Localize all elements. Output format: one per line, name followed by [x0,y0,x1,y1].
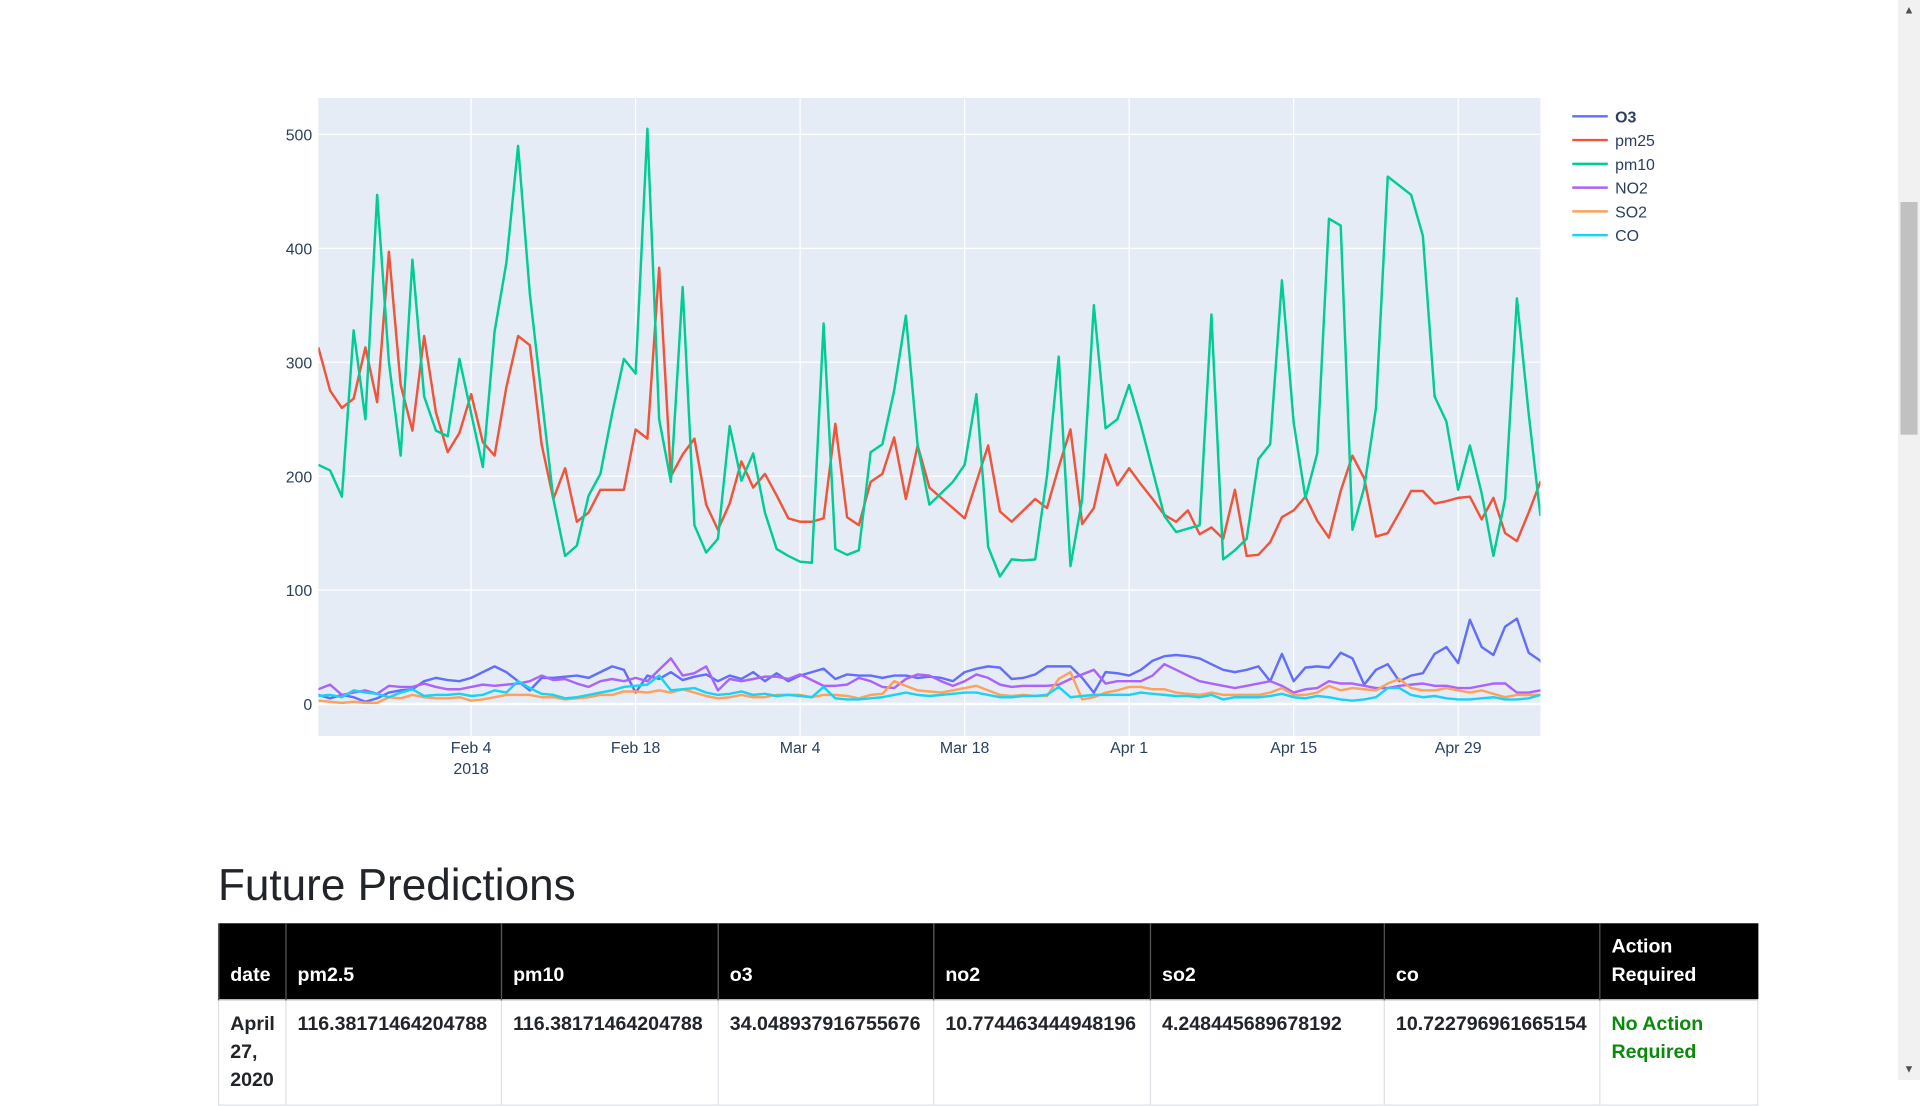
legend[interactable]: O3 pm25 pm10 NO2 SO2 CO [1572,109,1655,245]
x-tick-label: Apr 29 [1435,740,1482,757]
series-line-so2 [318,670,1541,705]
series-line-o3 [318,617,1541,703]
cell-pm25: 116.38171464204788 [285,999,503,1106]
x-tick-label: Apr 15 [1270,740,1317,757]
cell-date: April 27, 2020 [217,999,287,1106]
legend-item-pm10[interactable]: pm10 [1572,157,1655,174]
page: 0 100 200 300 400 500 Feb 4 2018 Feb 18 Mar 4 Mar… [217,0,1920,1106]
predictions-table: date pm2.5 pm10 o3 no2 so2 co Action Req… [217,923,1759,1106]
cell-o3: 34.048937916755676 [717,999,935,1106]
x-tick-label: Feb 4 [451,740,492,757]
y-tick-label: 500 [286,128,313,145]
cell-pm10: 116.38171464204788 [500,999,719,1106]
y-tick-label: 200 [286,469,313,486]
legend-label: pm10 [1615,157,1655,174]
table-header-row: date pm2.5 pm10 o3 no2 so2 co Action Req… [217,923,1758,1000]
table-row: April 27, 2020 116.38171464204788 116.38… [217,999,1759,1106]
cell-so2: 4.248445689678192 [1149,999,1385,1106]
legend-label: NO2 [1615,181,1648,198]
vertical-scrollbar[interactable]: ▲ ▼ [1897,0,1920,1081]
header-action-required: Action Required [1599,923,1758,1000]
legend-item-so2[interactable]: SO2 [1572,204,1647,221]
legend-item-pm25[interactable]: pm25 [1572,133,1655,150]
cell-no2: 10.774463444948196 [933,999,1152,1106]
series-line-co [318,674,1541,702]
cell-co: 10.722796961665154 [1383,999,1601,1106]
scroll-up-arrow-icon[interactable]: ▲ [1903,3,1915,16]
scrollbar-thumb[interactable] [1900,202,1918,435]
y-axis: 0 100 200 300 400 500 [286,128,313,715]
predictions-title: Future Predictions [217,859,576,910]
header-pm10: pm10 [500,923,719,1000]
x-axis: Feb 4 2018 Feb 18 Mar 4 Mar 18 Apr 1 Apr 15 Apr… [451,740,1482,778]
header-o3: o3 [717,923,934,1000]
x-tick-label: Mar 4 [780,740,821,757]
y-tick-label: 100 [286,583,313,600]
scroll-down-arrow-icon[interactable]: ▼ [1903,1062,1915,1076]
y-tick-label: 400 [286,241,313,258]
y-tick-label: 0 [303,697,312,714]
cell-action-required: No Action Required [1599,999,1759,1106]
header-date: date [217,923,286,1000]
series-line-pm25 [318,250,1541,558]
legend-label: CO [1615,228,1639,245]
legend-label: pm25 [1615,133,1655,150]
header-no2: no2 [933,923,1151,1000]
series-line-no2 [318,657,1541,697]
x-tick-label: Mar 18 [940,740,990,757]
header-co: co [1383,923,1600,1000]
series-lines [318,127,1541,705]
header-so2: so2 [1149,923,1385,1000]
x-tick-label: Apr 1 [1110,740,1148,757]
x-tick-year-label: 2018 [453,761,489,778]
legend-item-co[interactable]: CO [1572,228,1639,245]
y-tick-label: 300 [286,355,313,372]
legend-label: SO2 [1615,204,1647,221]
pollutant-time-series-chart: 0 100 200 300 400 500 Feb 4 2018 Feb 18 Mar 4 Mar… [286,97,1655,778]
x-tick-label: Feb 18 [611,740,661,757]
series-line-pm10 [318,127,1541,578]
legend-item-o3[interactable]: O3 [1572,109,1636,126]
legend-label: O3 [1615,109,1636,126]
header-pm25: pm2.5 [285,923,502,1000]
legend-item-no2[interactable]: NO2 [1572,181,1648,198]
grid-lines [318,97,1541,736]
